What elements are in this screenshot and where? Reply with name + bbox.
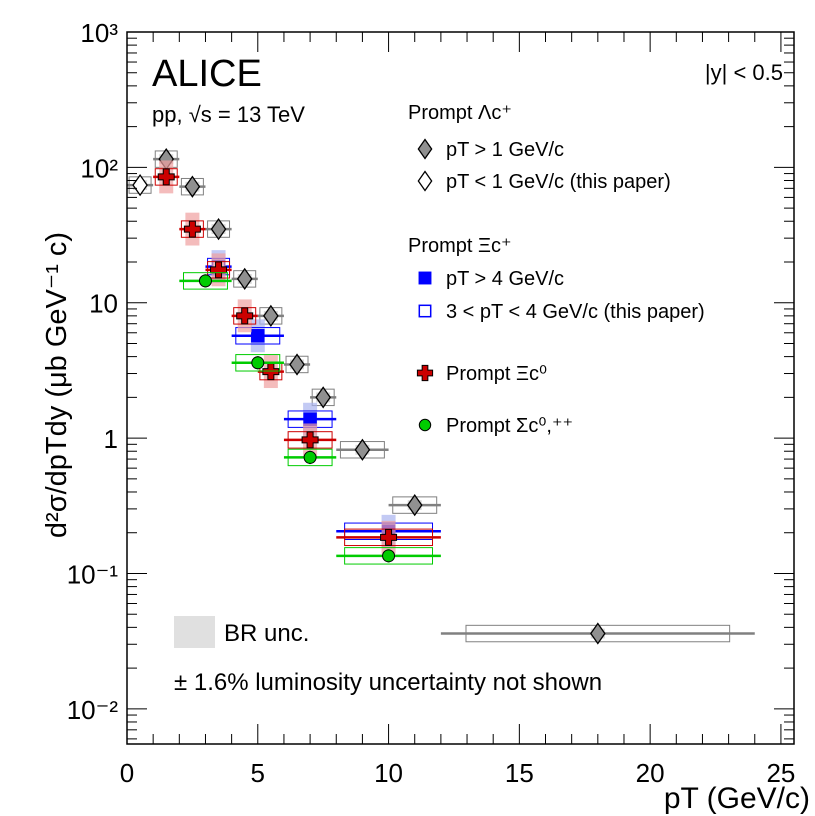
x-tick-label: 25: [766, 758, 795, 788]
data-point: [198, 274, 212, 288]
series: [179, 272, 441, 565]
legend-entry: pT < 1 GeV/c (this paper): [446, 171, 671, 193]
y-tick-label: 10⁻¹: [67, 559, 119, 589]
sys-box: [182, 272, 228, 290]
data-point: [417, 138, 433, 160]
data-point: [315, 386, 331, 409]
x-tick-label: 10: [374, 758, 403, 788]
data-point: [418, 304, 432, 318]
system-label: pp, √s = 13 TeV: [152, 102, 305, 127]
y-tick-label: 1: [104, 424, 118, 454]
data-point: [590, 622, 606, 645]
data-point: [303, 412, 317, 426]
y-tick-label: 10: [89, 289, 118, 319]
rapidity-label: |y| < 0.5: [705, 60, 783, 85]
data-point: [406, 493, 423, 517]
legend: Prompt Λc⁺ pT > 1 GeV/c pT < 1 GeV/c (this…: [408, 102, 705, 437]
legend-header: Prompt Λc⁺: [408, 102, 512, 124]
y-tick-label: 10⁻²: [67, 695, 119, 725]
data-point: [301, 431, 319, 449]
lumi-note: ± 1.6% luminosity uncertainty not shown: [174, 669, 602, 696]
data-point: [251, 356, 265, 370]
experiment-label: ALICE: [152, 53, 262, 95]
x-tick-label: 5: [251, 758, 265, 788]
data-point: [262, 363, 280, 381]
data-point: [132, 173, 148, 197]
data-point: [416, 364, 434, 382]
y-axis-label: d²σ/dpTdy (μb GeV⁻¹ c): [41, 232, 73, 538]
data-point: [210, 261, 228, 279]
data-point: [380, 528, 398, 546]
data-point: [289, 353, 305, 376]
x-tick-label: 15: [505, 758, 534, 788]
series: [153, 148, 755, 645]
data-layer: [127, 148, 755, 645]
x-tick-label: 0: [120, 758, 134, 788]
data-point: [303, 450, 317, 464]
data-point: [354, 438, 371, 461]
data-point: [418, 418, 432, 432]
plot-frame: [126, 31, 795, 745]
data-point: [210, 217, 227, 241]
legend-entry: 3 < pT < 4 GeV/c (this paper): [446, 301, 705, 323]
legend-entry: Prompt Ξc⁰: [446, 363, 547, 385]
data-point: [263, 304, 279, 327]
x-tick-label: 20: [636, 758, 665, 788]
x-axis-label: pT (GeV/c): [664, 782, 810, 815]
data-point: [183, 220, 201, 238]
legend-header: Prompt Ξc⁺: [408, 235, 512, 257]
data-point: [382, 549, 396, 563]
series: [127, 173, 154, 197]
data-point: [157, 168, 175, 186]
data-point: [236, 307, 254, 325]
data-point: [417, 170, 433, 192]
sys-box: [287, 448, 333, 467]
series: [153, 160, 441, 554]
y-tick-label: 10²: [80, 153, 118, 183]
data-point: [236, 267, 253, 291]
axis-ticks: 0 5 10 15 20 25 10⁻² 10⁻¹ 1 10 10² 10³: [67, 18, 796, 788]
data-point: [184, 175, 201, 198]
data-point: [251, 329, 265, 343]
legend-entry: pT > 1 GeV/c: [446, 139, 564, 161]
data-point: [418, 271, 432, 285]
y-tick-label: 10³: [80, 18, 118, 48]
legend-entry: pT > 4 GeV/c: [446, 268, 564, 290]
legend-entry: Prompt Σc⁰,⁺⁺: [446, 415, 573, 437]
sys-box: [235, 354, 281, 372]
br-unc-swatch: [174, 616, 215, 648]
sys-box: [344, 547, 434, 565]
br-unc-label: BR unc.: [224, 620, 309, 647]
sys-box: [235, 327, 281, 345]
